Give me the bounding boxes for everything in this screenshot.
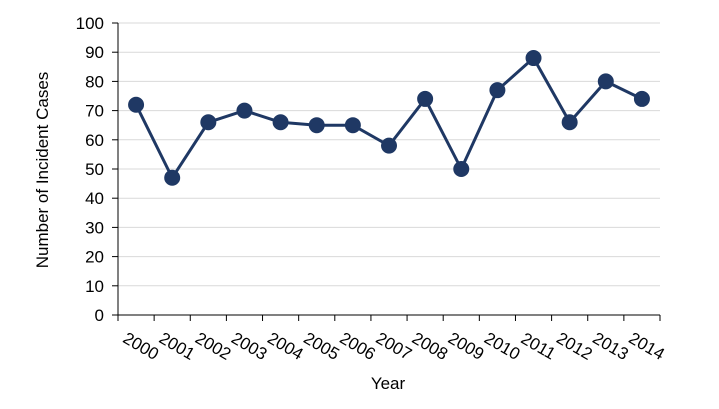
y-tick-label: 0 — [95, 306, 104, 325]
x-tick-label: 2011 — [518, 329, 559, 364]
data-point — [128, 96, 145, 113]
x-tick-label: 2010 — [481, 329, 523, 364]
x-tick-label: 2012 — [553, 329, 595, 364]
x-tick-label: 2001 — [156, 329, 198, 364]
y-tick-label: 70 — [85, 102, 104, 121]
data-point — [633, 90, 650, 107]
data-point — [236, 102, 253, 119]
y-tick-label: 30 — [85, 218, 104, 237]
data-point — [453, 161, 470, 177]
y-axis-ticks: 0 10 20 30 40 50 60 70 80 90 100 — [76, 14, 118, 325]
y-tick-label: 50 — [85, 160, 104, 179]
y-tick-label: 40 — [85, 189, 104, 208]
data-point — [561, 114, 578, 131]
gridlines — [118, 22, 660, 287]
data-point — [200, 114, 217, 131]
data-point — [489, 82, 506, 99]
data-point — [272, 114, 289, 131]
y-tick-label: 80 — [85, 72, 104, 91]
y-tick-label: 20 — [85, 248, 104, 267]
data-point — [344, 117, 361, 134]
x-tick-label: 2002 — [192, 329, 234, 364]
series — [128, 50, 650, 186]
data-point — [308, 117, 325, 134]
data-point — [164, 169, 181, 186]
y-tick-label: 10 — [85, 277, 104, 296]
x-tick-label: 2000 — [120, 329, 162, 364]
x-tick-label: 2005 — [300, 329, 342, 364]
data-point — [381, 137, 397, 154]
x-tick-label: 2009 — [445, 329, 487, 364]
x-tick-label: 2008 — [409, 329, 451, 364]
y-axis-title: Number of Incident Cases — [33, 72, 52, 269]
x-tick-label: 2014 — [626, 329, 668, 364]
data-point — [417, 90, 434, 107]
y-tick-label: 60 — [85, 131, 104, 150]
y-tick-label: 90 — [85, 43, 104, 62]
x-axis-title: Year — [371, 374, 406, 393]
x-tick-label: 2004 — [264, 329, 306, 364]
x-tick-label: 2007 — [373, 329, 415, 364]
y-tick-label: 100 — [76, 14, 104, 33]
x-tick-label: 2013 — [589, 329, 631, 364]
data-point — [597, 73, 614, 90]
x-tick-label: 2006 — [336, 329, 378, 364]
x-tick-label: 2003 — [228, 329, 270, 364]
data-point — [525, 50, 542, 67]
x-axis-ticks: 2000200120022003200420052006200720082009… — [117, 315, 668, 364]
